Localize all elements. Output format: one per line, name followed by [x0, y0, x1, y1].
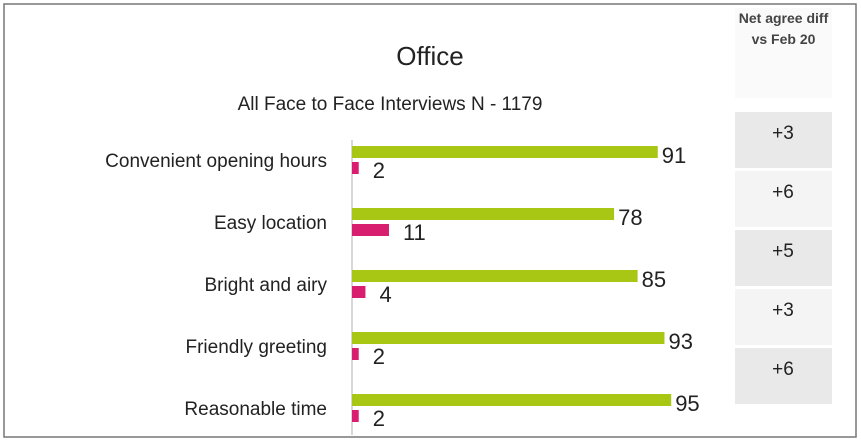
bar	[352, 286, 366, 298]
bar	[352, 394, 672, 406]
category-label: Convenient opening hours	[105, 151, 327, 172]
frame	[3, 3, 857, 438]
table-value: +6	[772, 182, 794, 203]
data-label: 4	[379, 282, 391, 307]
table-cell	[735, 230, 832, 286]
bar	[352, 224, 389, 236]
data-label: 78	[618, 205, 642, 230]
data-label: 93	[668, 329, 692, 354]
table-cell	[735, 348, 832, 404]
bar	[352, 162, 359, 174]
table-cell	[735, 171, 832, 227]
data-label: 11	[403, 220, 426, 245]
table-value: +6	[772, 359, 794, 380]
table-cell	[735, 289, 832, 345]
category-label: Bright and airy	[204, 275, 327, 296]
data-label: 91	[662, 143, 686, 168]
data-label: 85	[642, 267, 666, 292]
data-label: 2	[373, 158, 385, 183]
table-value: +3	[772, 300, 794, 321]
table-header: Net agree diff vs Feb 20	[735, 8, 832, 98]
bar	[352, 270, 638, 282]
chart-subtitle: All Face to Face Interviews N - 1179	[238, 94, 543, 115]
bar	[352, 410, 359, 422]
data-label: 95	[675, 391, 699, 416]
data-label: 2	[373, 406, 385, 431]
data-label: 2	[373, 344, 385, 369]
chart-title: Office	[396, 41, 463, 71]
bar	[352, 146, 658, 158]
table-value: +3	[772, 123, 794, 144]
bar	[352, 348, 359, 360]
table-value: +5	[772, 241, 794, 262]
bar	[352, 332, 665, 344]
category-label: Reasonable time	[184, 399, 327, 420]
category-label: Friendly greeting	[185, 337, 327, 358]
table-cell	[735, 112, 832, 168]
bar	[352, 208, 615, 220]
category-label: Easy location	[214, 213, 327, 234]
